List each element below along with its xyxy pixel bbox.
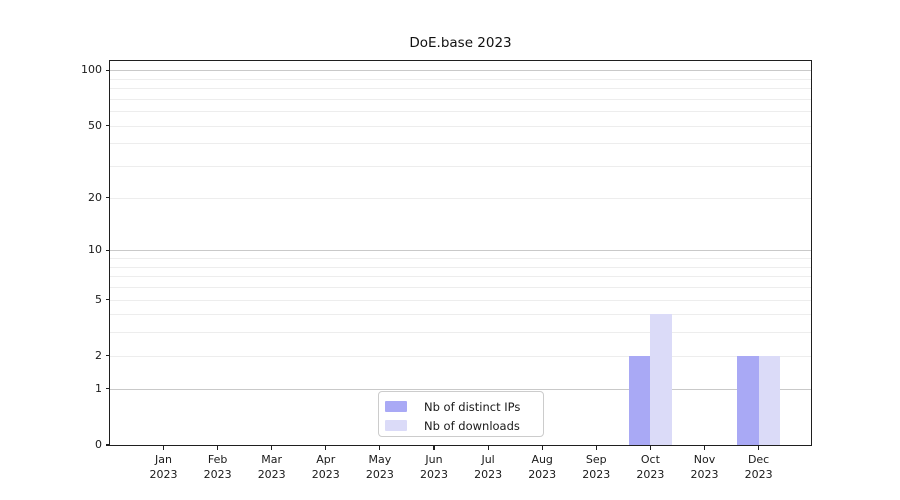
y-tick-label: 0: [95, 438, 102, 451]
x-tick-label-line: 2023: [690, 468, 719, 481]
minor-gridline: [110, 111, 811, 113]
legend-rows: Nb of distinct IPs Nb of downloads: [385, 397, 535, 435]
minor-gridline: [110, 299, 811, 301]
major-gridline: [110, 388, 811, 390]
y-tick-label: 20: [88, 190, 102, 204]
minor-gridline: [110, 166, 811, 168]
y-tick-mark: [105, 125, 110, 127]
y-tick-label: 1: [95, 381, 102, 395]
x-tick-label: May 2023: [352, 452, 408, 482]
x-tick-mark: [758, 445, 760, 450]
x-tick-label-line: 2023: [474, 468, 503, 481]
y-tick-mark: [105, 249, 110, 251]
minor-gridline: [110, 332, 811, 334]
y-tick-label: 2: [95, 348, 102, 362]
x-tick-label: Sep 2023: [568, 452, 624, 482]
x-tick-mark: [217, 445, 219, 450]
x-tick-mark: [325, 445, 327, 450]
x-tick-mark: [487, 445, 489, 450]
y-tick-mark: [105, 69, 110, 71]
x-tick-label-line: 2023: [420, 468, 448, 481]
x-tick-label: Nov 2023: [677, 452, 733, 482]
x-tick-label-line: 2023: [744, 468, 773, 481]
x-tick-label-line: Aug: [531, 453, 553, 466]
x-tick-mark: [649, 445, 651, 450]
x-tick-label-line: Jan: [155, 453, 172, 466]
x-tick-label-line: Apr: [316, 453, 336, 466]
y-tick-mark: [105, 388, 110, 390]
x-tick-label-line: Jul: [481, 453, 495, 466]
y-tick-label: 10: [88, 243, 102, 257]
y-tick-label: 100: [81, 63, 102, 77]
legend: Nb of distinct IPs Nb of downloads: [378, 391, 544, 437]
minor-gridline: [110, 88, 811, 89]
x-tick-label: Jan 2023: [136, 452, 192, 482]
y-tick-mark: [105, 298, 110, 301]
legend-swatch: [385, 420, 407, 431]
x-tick-label: Dec 2023: [731, 452, 787, 482]
legend-swatch: [385, 401, 407, 412]
y-tick-mark: [105, 197, 110, 199]
y-tick-label: 5: [95, 292, 102, 306]
y-tick-mark: [105, 355, 110, 357]
minor-gridline: [110, 98, 811, 100]
x-tick-label-line: 2023: [636, 468, 665, 481]
bar-nb-of-downloads: [758, 355, 781, 445]
x-tick-label-line: Jun: [425, 453, 443, 466]
legend-entry: Nb of distinct IPs: [385, 397, 535, 416]
x-tick-label: Mar 2023: [244, 452, 300, 482]
minor-gridline: [110, 143, 811, 145]
x-tick-label: Jun 2023: [406, 452, 462, 482]
x-tick-mark: [433, 445, 435, 450]
minor-gridline: [110, 276, 811, 278]
x-tick-label: Feb 2023: [190, 452, 246, 482]
legend-entry: Nb of downloads: [385, 416, 535, 435]
x-tick-mark: [271, 445, 273, 450]
x-tick-label-line: Dec: [747, 453, 770, 466]
minor-gridline: [110, 266, 811, 268]
y-tick-label: 50: [88, 118, 102, 132]
x-tick-label-line: 2023: [528, 468, 557, 481]
x-tick-label: Oct 2023: [622, 452, 678, 482]
x-tick-label-line: 2023: [149, 468, 178, 481]
x-tick-label: Apr 2023: [298, 452, 354, 482]
x-tick-label-line: Oct: [640, 453, 660, 466]
x-tick-label-line: 2023: [365, 468, 394, 481]
major-gridline: [110, 70, 811, 72]
minor-gridline: [110, 314, 811, 316]
x-tick-mark: [541, 445, 543, 450]
x-tick-label-line: May: [368, 453, 392, 466]
legend-label: Nb of downloads: [424, 418, 520, 433]
x-tick-label-line: Sep: [585, 453, 607, 466]
x-tick-label-line: 2023: [257, 468, 286, 481]
x-tick-mark: [595, 445, 597, 450]
x-tick-label-line: 2023: [203, 468, 232, 481]
major-gridline: [110, 250, 811, 252]
x-tick-label-line: 2023: [311, 468, 340, 481]
minor-gridline: [110, 355, 811, 357]
chart-title: DoE.base 2023: [409, 35, 512, 51]
x-tick-mark: [379, 445, 381, 450]
x-tick-mark: [162, 445, 165, 450]
x-tick-label: Aug 2023: [514, 452, 570, 482]
minor-gridline: [110, 125, 811, 127]
minor-gridline: [110, 78, 811, 80]
minor-gridline: [110, 197, 811, 199]
x-tick-mark: [703, 445, 706, 450]
plot-area: [110, 61, 811, 445]
x-tick-label-line: 2023: [582, 468, 611, 481]
minor-gridline: [110, 286, 811, 288]
bar-nb-of-distinct-ips: [737, 355, 759, 445]
bar-nb-of-downloads: [650, 314, 672, 445]
x-tick-label-line: Mar: [261, 453, 283, 466]
y-tick-mark: [105, 444, 110, 446]
x-tick-label-line: Feb: [207, 453, 228, 466]
minor-gridline: [110, 258, 811, 259]
x-tick-label-line: Nov: [693, 453, 716, 466]
bar-nb-of-distinct-ips: [628, 355, 651, 445]
x-tick-label: Jul 2023: [460, 452, 516, 482]
legend-label: Nb of distinct IPs: [424, 399, 521, 414]
